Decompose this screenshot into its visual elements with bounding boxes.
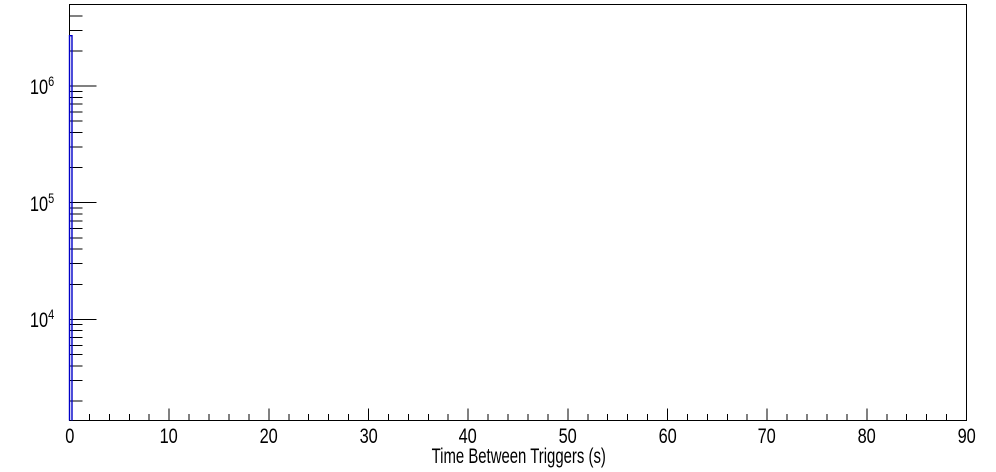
x-tick-label: 80	[837, 426, 897, 447]
x-tick-label: 50	[538, 426, 598, 447]
y-tick-label-exponent: 6	[47, 73, 54, 90]
x-tick-label: 90	[937, 426, 996, 447]
x-tick-label: 10	[139, 426, 199, 447]
x-tick-label: 40	[438, 426, 498, 447]
x-axis-title-text: Time Between Triggers (s)	[431, 445, 606, 468]
x-tick-label: 60	[638, 426, 698, 447]
y-tick-label-exponent: 5	[47, 189, 54, 206]
time-between-triggers-histogram	[68, 35, 73, 421]
x-tick-label-text: 0	[64, 425, 75, 448]
x-tick-label-text: 20	[259, 425, 278, 448]
x-tick-label-text: 60	[658, 425, 677, 448]
x-tick-label: 0	[40, 426, 100, 447]
y-tick-label-text: 104	[29, 307, 54, 333]
y-tick-label: 106	[0, 74, 54, 100]
y-tick-label-base: 10	[29, 309, 48, 333]
x-tick-label-text: 50	[558, 425, 577, 448]
x-tick-label: 20	[239, 426, 299, 447]
plot-frame	[69, 4, 967, 421]
y-tick-label: 105	[0, 191, 54, 216]
y-tick-label-text: 106	[29, 74, 54, 100]
x-tick-label: 30	[339, 426, 399, 447]
x-tick-label-text: 30	[359, 425, 378, 448]
y-tick-label-text: 105	[29, 191, 54, 216]
y-tick-label-base: 10	[29, 76, 48, 100]
x-tick-label-text: 80	[857, 425, 876, 448]
x-axis-title: Time Between Triggers (s)	[70, 446, 967, 467]
x-tick-label-text: 90	[957, 425, 976, 448]
x-tick-label: 70	[737, 426, 797, 447]
y-tick-label-base: 10	[29, 192, 48, 216]
y-tick-label-exponent: 4	[47, 306, 54, 323]
x-tick-label-text: 70	[758, 425, 777, 448]
x-tick-label-text: 40	[459, 425, 478, 448]
x-tick-label-text: 10	[160, 425, 179, 448]
y-tick-label: 104	[0, 307, 54, 333]
